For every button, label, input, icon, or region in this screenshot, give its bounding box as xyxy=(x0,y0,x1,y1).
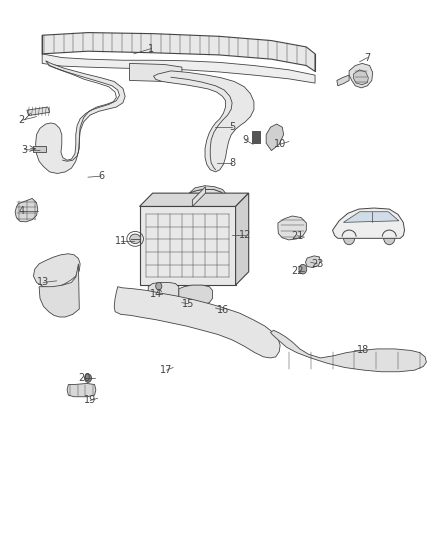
Text: 18: 18 xyxy=(357,345,369,356)
Circle shape xyxy=(85,374,92,382)
Polygon shape xyxy=(236,193,249,285)
Text: 13: 13 xyxy=(37,278,49,287)
PathPatch shape xyxy=(39,264,79,317)
Text: 22: 22 xyxy=(291,266,304,276)
PathPatch shape xyxy=(42,54,315,83)
PathPatch shape xyxy=(271,330,426,372)
Text: 9: 9 xyxy=(242,135,248,145)
Text: 3: 3 xyxy=(21,144,28,155)
PathPatch shape xyxy=(27,107,49,116)
Text: 17: 17 xyxy=(160,365,173,375)
Text: 23: 23 xyxy=(311,259,323,269)
Ellipse shape xyxy=(130,234,141,244)
PathPatch shape xyxy=(349,63,373,88)
PathPatch shape xyxy=(153,71,254,172)
Bar xyxy=(33,146,46,152)
Polygon shape xyxy=(140,193,249,206)
PathPatch shape xyxy=(305,256,320,268)
Text: 1: 1 xyxy=(148,44,154,53)
PathPatch shape xyxy=(33,254,80,288)
Text: 14: 14 xyxy=(149,289,162,299)
Text: 12: 12 xyxy=(239,230,251,240)
Polygon shape xyxy=(140,206,236,285)
PathPatch shape xyxy=(353,70,368,85)
Polygon shape xyxy=(192,187,205,206)
Text: 15: 15 xyxy=(182,298,194,309)
Text: 2: 2 xyxy=(18,115,25,125)
PathPatch shape xyxy=(189,189,226,219)
PathPatch shape xyxy=(130,63,182,83)
Text: 7: 7 xyxy=(364,53,371,62)
PathPatch shape xyxy=(278,216,306,240)
Circle shape xyxy=(343,231,355,245)
Circle shape xyxy=(299,264,307,274)
PathPatch shape xyxy=(35,61,125,173)
Text: 11: 11 xyxy=(115,236,127,246)
Text: 21: 21 xyxy=(291,231,304,241)
Text: 8: 8 xyxy=(229,158,235,168)
Text: 4: 4 xyxy=(18,206,25,216)
PathPatch shape xyxy=(337,75,349,86)
PathPatch shape xyxy=(343,212,399,222)
Circle shape xyxy=(155,282,162,290)
PathPatch shape xyxy=(179,285,212,305)
Text: 19: 19 xyxy=(84,395,96,406)
PathPatch shape xyxy=(189,185,226,197)
Text: 20: 20 xyxy=(78,373,91,383)
Text: 6: 6 xyxy=(98,171,104,181)
Text: 10: 10 xyxy=(274,139,286,149)
PathPatch shape xyxy=(15,198,38,222)
Text: 16: 16 xyxy=(217,305,230,315)
Text: 5: 5 xyxy=(229,122,235,132)
PathPatch shape xyxy=(67,383,96,397)
PathPatch shape xyxy=(148,282,179,305)
Bar xyxy=(252,131,260,143)
PathPatch shape xyxy=(114,287,280,358)
Polygon shape xyxy=(42,33,315,71)
PathPatch shape xyxy=(332,208,405,238)
Circle shape xyxy=(384,231,395,245)
PathPatch shape xyxy=(266,124,284,151)
